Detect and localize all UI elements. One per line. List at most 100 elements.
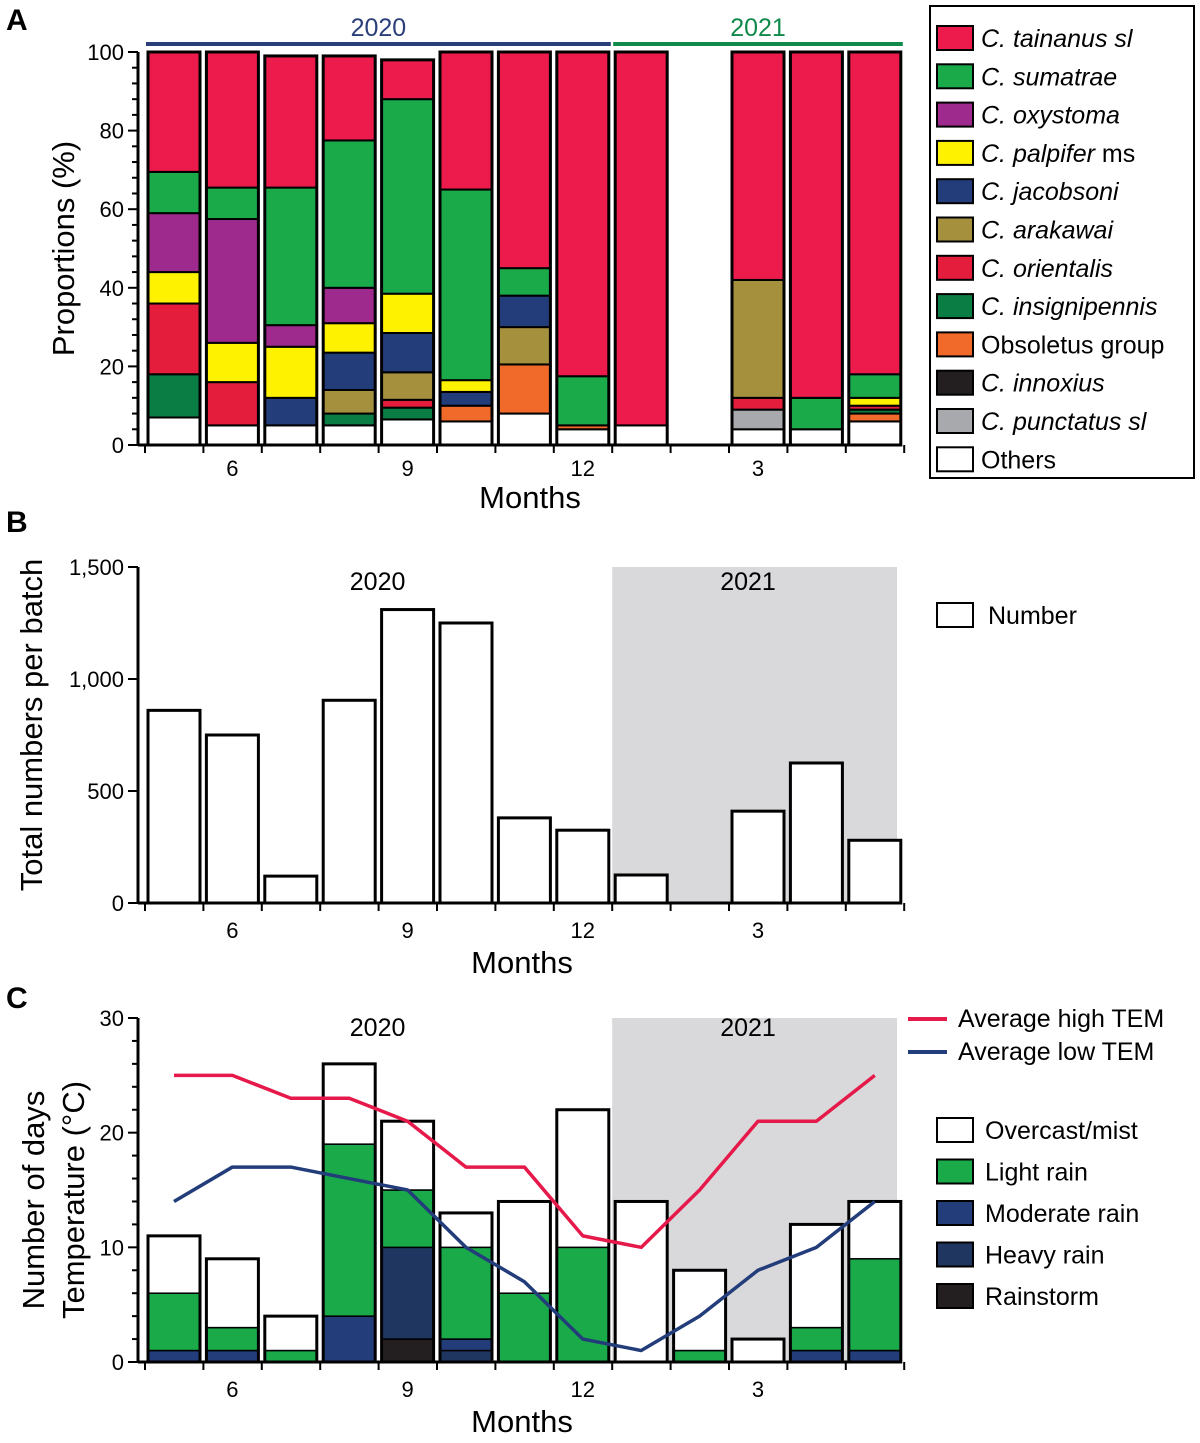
bar-number [613, 873, 669, 905]
bar-segment-c-sumatrae [847, 373, 902, 399]
bar-segment-others [555, 428, 610, 446]
bar-segment-overcast-mist [205, 1258, 260, 1329]
bar-segment-moderate-rain [205, 1349, 260, 1363]
bar-segment-c-jacobsoni [497, 294, 552, 329]
stacked-bar-dec-2020 [555, 50, 611, 447]
legend-swatch-c-orientalis [936, 254, 974, 281]
line-average-low-tem [173, 1165, 876, 1353]
y-tick-label: 20 [100, 1121, 124, 1146]
x-tick-label: 9 [401, 918, 413, 943]
y-tick-label: 0 [112, 1350, 124, 1375]
bar-segment-c-palpifer-ms [847, 396, 902, 407]
stacked-bar [555, 1108, 611, 1364]
bar-segment-c-jacobsoni [263, 396, 318, 427]
bar-segment-c-jacobsoni [439, 390, 493, 407]
bar-segment-c-insignipennis [147, 373, 201, 419]
legend-swatch-heavy-rain [936, 1241, 974, 1268]
y-tick-label: 0 [112, 891, 124, 916]
bar-segment-c-palpifer-ms [322, 322, 377, 354]
bar-segment-overcast-mist [672, 1269, 727, 1352]
legend-label-c-insignipennis: C. insignipennis [981, 293, 1158, 321]
bar-segment-c-orientalis [147, 302, 201, 376]
bar-segment-light-rain [264, 1349, 318, 1363]
bar-segment-c-tainanus-sl [263, 54, 318, 189]
stacked-bar-jun-2020 [204, 50, 260, 447]
bar-segment-c-tainanus-sl [614, 51, 669, 427]
year-label-2021: 2021 [720, 1014, 776, 1042]
bar-segment-c-arakawai [731, 278, 785, 399]
bar-segment-c-jacobsoni [322, 351, 377, 391]
legend-swatch-c-palpifer-ms [936, 139, 974, 166]
legend-label-c-punctatus-sl: C. punctatus sl [981, 408, 1148, 436]
bar-segment-c-insignipennis [322, 412, 377, 427]
bar-segment-others [731, 428, 785, 446]
bar-segment-others [147, 416, 201, 446]
legend-swatch-light-rain [936, 1158, 974, 1185]
bar-segment-light-rain [848, 1258, 902, 1352]
bar-number [730, 809, 786, 905]
legend-swatch-c-jacobsoni [936, 178, 974, 205]
bar-segment-c-sumatrae [263, 186, 318, 327]
bar-segment-c-sumatrae [555, 375, 610, 427]
bar-segment-others [847, 420, 902, 447]
stacked-bar [146, 1234, 202, 1364]
bar-segment-c-palpifer-ms [205, 341, 260, 384]
bar-segment-c-tainanus-sl [205, 51, 260, 189]
bar-segment-overcast-mist [556, 1108, 610, 1249]
bar-segment-c-orientalis [731, 396, 785, 411]
stacked-bar [321, 1062, 377, 1364]
legend-label-c-jacobsoni: C. jacobsoni [981, 178, 1120, 206]
bar-segment-c-tainanus-sl [439, 51, 493, 191]
bar-segment-c-palpifer-ms [263, 345, 318, 399]
legend-label-c-arakawai: C. arakawai [981, 217, 1114, 245]
y-tick-label: 20 [100, 354, 124, 379]
bar-segment-c-sumatrae [147, 170, 201, 215]
bar-segment-light-rain [672, 1349, 727, 1363]
bar-segment-others [497, 412, 552, 446]
panel-c: C 0 10 20 30 6 9 12 3 Months Number of days Tempera… [6, 982, 1164, 1439]
bar-segment-c-oxystoma [322, 286, 377, 325]
legend-swatch-overcast-mist [936, 1117, 974, 1143]
bar-segment-c-arakawai [322, 388, 377, 415]
bar-segment-c-tainanus-sl [789, 51, 844, 399]
y-axis-title: Number of days [16, 1091, 51, 1310]
y-tick-label: 0 [112, 433, 124, 458]
year-label-2020: 2020 [350, 1014, 406, 1042]
x-tick-label: 9 [401, 456, 413, 481]
stacked-bar-sep-2020 [380, 58, 436, 447]
bar-segment-c-tainanus-sl [555, 51, 610, 378]
bar-segment-c-sumatrae [205, 186, 260, 221]
bar-segment-c-oxystoma [147, 212, 201, 274]
bar-segment-c-sumatrae [380, 98, 435, 295]
bar-segment-c-orientalis [380, 398, 435, 409]
bar-segment-moderate-rain [147, 1349, 201, 1363]
bar-segment-moderate-rain [848, 1349, 902, 1363]
bar-segment-overcast-mist [264, 1315, 318, 1352]
stacked-bar-oct-2020 [438, 50, 494, 447]
legend-swatch-number [936, 602, 974, 628]
bar-segment-c-tainanus-sl [847, 51, 902, 376]
bar-segment-c-insignipennis [380, 406, 435, 421]
legend-label-overcast-mist: Overcast/mist [985, 1117, 1138, 1145]
panel-a: A 0 20 40 60 80 100 6 9 12 3 Months Proportions (%) 2… [6, 4, 1195, 515]
stacked-bar-jul-2020 [263, 54, 319, 447]
stacked-bar [204, 1257, 260, 1364]
x-axis-title: Months [479, 480, 581, 515]
stacked-bar [263, 1314, 319, 1364]
legend-swatch-c-oxystoma [936, 101, 974, 128]
legend-label-c-sumatrae: C. sumatrae [981, 63, 1117, 91]
legend-label-rainstorm: Rainstorm [985, 1283, 1099, 1311]
bar-segment-light-rain [322, 1143, 376, 1317]
legend-swatch-c-sumatrae [936, 63, 974, 90]
bar-segment-others [380, 418, 435, 446]
bar-segment-c-sumatrae [497, 267, 552, 297]
x-axis-title: Months [471, 945, 573, 980]
stacked-bar-mar-2021 [730, 50, 786, 447]
y-tick-label: 40 [100, 276, 124, 301]
x-tick-label: 6 [226, 918, 238, 943]
bar-segment-light-rain [380, 1189, 435, 1249]
legend-a: C. tainanus sl C. sumatrae C. oxystoma C. p… [929, 5, 1195, 479]
bar-number [263, 874, 319, 905]
bar-segment-c-sumatrae [439, 188, 493, 382]
legend-label-c-oxystoma: C. oxystoma [981, 102, 1120, 130]
